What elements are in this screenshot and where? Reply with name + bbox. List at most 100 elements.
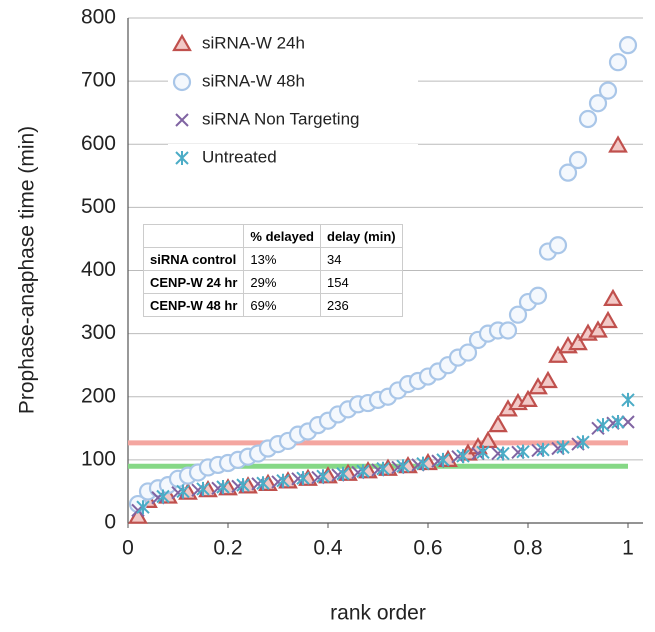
asterisk-shape	[376, 461, 390, 476]
point	[568, 332, 588, 351]
asterisk-shape	[156, 489, 170, 504]
asterisk-shape	[436, 452, 450, 467]
triangle-shape	[478, 430, 498, 449]
point	[336, 466, 350, 481]
point	[556, 440, 570, 455]
point	[621, 415, 635, 429]
point	[176, 484, 190, 499]
asterisk-shape	[556, 440, 570, 455]
point	[476, 445, 490, 460]
legend-label: siRNA-W 24h	[202, 33, 305, 52]
asterisk-shape	[236, 478, 250, 493]
x-shape	[621, 415, 635, 429]
y-tick-label: 200	[81, 384, 116, 407]
table-cell: CENP-W 48 hr	[142, 293, 245, 317]
y-tick-label: 400	[81, 258, 116, 281]
triangle-shape	[598, 310, 618, 329]
point	[236, 478, 250, 493]
point	[498, 321, 518, 340]
asterisk-shape	[196, 481, 210, 496]
point	[608, 53, 628, 72]
table-cell: 34	[320, 247, 403, 271]
y-axis-label: Prophase-anaphase time (min)	[16, 126, 39, 414]
circle-shape	[608, 53, 628, 72]
point	[172, 72, 192, 92]
legend-label: siRNA-W 48h	[202, 71, 305, 90]
legend-label: siRNA Non Targeting	[202, 109, 360, 128]
asterisk-shape	[316, 469, 330, 484]
asterisk-shape	[216, 480, 230, 495]
asterisk-shape	[296, 471, 310, 486]
point	[538, 370, 558, 389]
triangle-shape	[518, 389, 538, 408]
circle-shape	[498, 321, 518, 340]
asterisk-shape	[256, 476, 270, 491]
point	[175, 113, 189, 127]
circle-shape	[598, 81, 618, 100]
point	[516, 444, 530, 459]
asterisk-shape	[416, 456, 430, 471]
y-tick-label: 0	[104, 511, 116, 534]
point	[611, 415, 625, 429]
table-cell: 29%	[243, 270, 321, 294]
asterisk-shape	[336, 466, 350, 481]
asterisk-shape	[175, 151, 189, 165]
table-corner	[142, 224, 245, 248]
point	[296, 471, 310, 486]
point	[436, 452, 450, 467]
table-header: % delayed	[243, 224, 321, 248]
point	[458, 343, 478, 362]
table-header: delay (min)	[320, 224, 403, 248]
point	[598, 81, 618, 100]
table-cell: 154	[320, 270, 403, 294]
point	[576, 435, 590, 450]
triangle-shape	[608, 135, 628, 153]
x-tick-label: 0.2	[213, 537, 242, 560]
point	[496, 446, 510, 461]
triangle-shape	[603, 288, 623, 307]
point	[548, 345, 568, 363]
y-tick-label: 600	[81, 132, 116, 155]
point	[588, 320, 608, 338]
x-tick-label: 1	[622, 537, 634, 560]
point	[172, 33, 192, 52]
point	[596, 418, 610, 433]
point	[568, 150, 588, 170]
point	[216, 480, 230, 495]
point	[518, 389, 538, 408]
circle-shape	[558, 163, 578, 182]
circle-shape	[172, 72, 192, 92]
legend-label: Untreated	[202, 147, 277, 166]
asterisk-shape	[456, 449, 470, 464]
circle-shape	[568, 150, 588, 170]
triangle-shape	[538, 370, 558, 389]
point	[396, 459, 410, 474]
legend-bg	[168, 106, 418, 134]
triangle-shape	[568, 332, 588, 351]
asterisk-shape	[516, 444, 530, 459]
point	[578, 109, 598, 129]
triangle-shape	[588, 320, 608, 338]
table-cell: CENP-W 24 hr	[142, 270, 245, 294]
circle-shape	[578, 109, 598, 129]
asterisk-shape	[276, 473, 290, 488]
y-tick-label: 300	[81, 321, 116, 344]
x-axis-label: rank order	[330, 602, 426, 625]
point	[588, 94, 608, 113]
triangle-shape	[172, 33, 192, 52]
point	[196, 481, 210, 496]
point	[618, 36, 638, 55]
asterisk-shape	[536, 442, 550, 457]
point	[478, 430, 498, 449]
point	[548, 236, 568, 255]
series	[136, 392, 635, 515]
point	[558, 163, 578, 182]
asterisk-shape	[596, 418, 610, 433]
table-cell: siRNA control	[142, 247, 245, 271]
x-tick-label: 0.4	[313, 537, 343, 560]
inset-table: % delayed delay (min) siRNA control 13% 34 …	[142, 224, 403, 317]
point	[416, 456, 430, 471]
point	[136, 500, 150, 515]
